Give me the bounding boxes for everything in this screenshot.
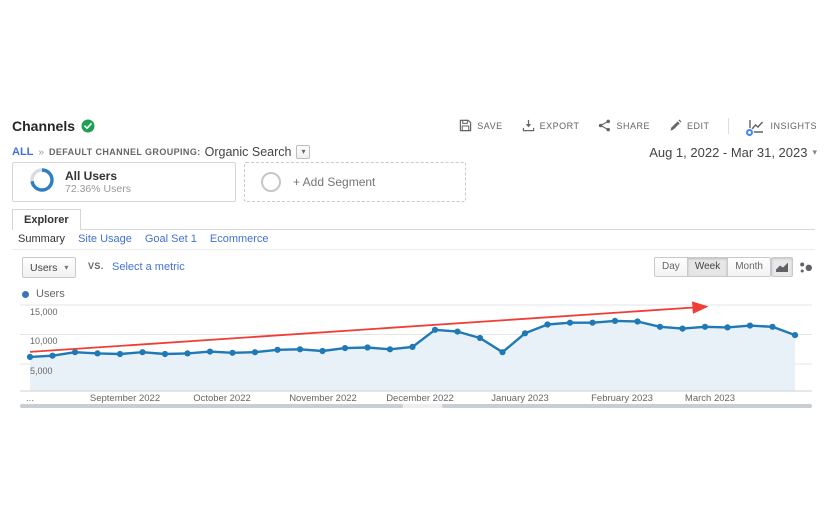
line-chart-type-button[interactable] <box>771 257 793 277</box>
subnav-divider <box>12 249 815 250</box>
x-axis-tick-label: November 2022 <box>289 393 357 404</box>
y-axis-tick-label: 15,000 <box>30 306 58 317</box>
chart-legend: Users <box>22 288 65 300</box>
y-axis-tick-label: 10,000 <box>30 336 58 346</box>
add-segment-label: + Add Segment <box>293 175 376 189</box>
insights-button[interactable]: INSIGHTS <box>745 119 817 137</box>
channel-grouping-value: Organic Search <box>204 145 292 159</box>
chevron-down-icon: ▾ <box>812 146 817 157</box>
tab-explorer[interactable]: Explorer <box>12 209 81 230</box>
y-axis-tick-label: 5,000 <box>30 365 53 376</box>
save-button[interactable]: SAVE <box>459 119 502 134</box>
select-a-metric-link[interactable]: Select a metric <box>112 261 185 273</box>
subnav-goal-set-1[interactable]: Goal Set 1 <box>144 233 197 245</box>
x-axis-tick-label: ... <box>26 393 34 404</box>
motion-chart-type-button[interactable] <box>795 257 817 277</box>
subnav-site-usage[interactable]: Site Usage <box>78 233 132 245</box>
save-label: SAVE <box>477 121 503 131</box>
metric-dropdown[interactable]: Users ▾ <box>22 257 77 278</box>
x-axis-tick-label: September 2022 <box>89 393 161 404</box>
subnav-ecommerce[interactable]: Ecommerce <box>209 233 269 245</box>
users-timeseries-chart[interactable]: 5,000 10,000 15,000 <box>0 300 825 395</box>
horizontal-scrollbar <box>20 404 812 408</box>
x-axis: ... September 2022 October 2022 November 20… <box>0 393 825 405</box>
share-icon <box>598 119 611 134</box>
vs-label: VS. <box>88 261 104 271</box>
chevron-down-icon: ▾ <box>64 263 69 272</box>
add-segment-button[interactable]: + Add Segment <box>244 162 466 202</box>
granularity-month-button[interactable]: Month <box>727 257 771 277</box>
metric-dropdown-value: Users <box>30 261 58 274</box>
segment-subtitle: 72.36% Users <box>65 183 131 195</box>
x-axis-tick-label: February 2023 <box>591 393 653 404</box>
granularity-button-group: Day Week Month <box>654 257 771 277</box>
line-chart-icon <box>776 262 788 272</box>
x-axis-tick-label: March 2023 <box>684 393 736 404</box>
channel-grouping-dropdown[interactable]: ▾ <box>296 145 311 159</box>
verified-check-icon <box>81 119 95 133</box>
toolbar-divider <box>728 118 730 134</box>
scrollbar-thumb[interactable] <box>20 404 403 408</box>
download-icon <box>522 119 535 134</box>
export-button[interactable]: EXPORT <box>522 119 580 134</box>
insights-badge <box>745 127 755 137</box>
share-label: SHARE <box>616 121 650 131</box>
save-icon <box>459 119 472 134</box>
edit-button[interactable]: EDIT <box>669 119 710 134</box>
x-axis-tick-label: January 2023 <box>491 393 549 404</box>
users-line-chart-svg[interactable] <box>0 300 825 395</box>
report-header: Channels SAVE EXPORT SHARE EDIT <box>12 114 817 138</box>
explorer-subnav: Summary Site Usage Goal Set 1 Ecommerce <box>18 233 269 245</box>
segment-card-all-users[interactable]: All Users 72.36% Users <box>12 162 236 202</box>
pencil-icon <box>669 119 682 134</box>
date-range-selector[interactable]: Aug 1, 2022 - Mar 31, 2023 ▾ <box>649 145 817 160</box>
x-axis-tick-label: October 2022 <box>193 393 251 404</box>
motion-chart-icon <box>800 262 812 272</box>
empty-segment-circle-icon <box>261 172 281 192</box>
segment-donut-icon <box>29 167 55 198</box>
date-range-label: Aug 1, 2022 - Mar 31, 2023 <box>649 144 808 160</box>
breadcrumb-all-link[interactable]: ALL <box>12 146 34 158</box>
chart-type-buttons <box>771 257 817 277</box>
page-title: Channels <box>12 118 76 134</box>
legend-label: Users <box>36 288 65 300</box>
segment-title: All Users <box>65 169 118 183</box>
report-toolbar: SAVE EXPORT SHARE EDIT INSIGHTS <box>459 118 817 137</box>
edit-label: EDIT <box>686 121 710 131</box>
subnav-summary[interactable]: Summary <box>18 233 66 245</box>
breadcrumb: ALL » DEFAULT CHANNEL GROUPING: Organic … <box>12 144 817 160</box>
channel-grouping-label: DEFAULT CHANNEL GROUPING: <box>48 147 201 157</box>
granularity-day-button[interactable]: Day <box>654 257 688 277</box>
tab-bar-divider <box>12 229 815 230</box>
insights-label: INSIGHTS <box>770 121 817 131</box>
legend-dot-icon <box>22 290 29 298</box>
breadcrumb-separator: » <box>38 146 44 158</box>
insights-icon <box>745 119 765 137</box>
scrollbar-thumb[interactable] <box>442 404 812 408</box>
export-label: EXPORT <box>539 121 580 131</box>
x-axis-tick-label: December 2022 <box>386 393 454 404</box>
share-button[interactable]: SHARE <box>598 119 650 134</box>
granularity-week-button[interactable]: Week <box>686 257 729 277</box>
